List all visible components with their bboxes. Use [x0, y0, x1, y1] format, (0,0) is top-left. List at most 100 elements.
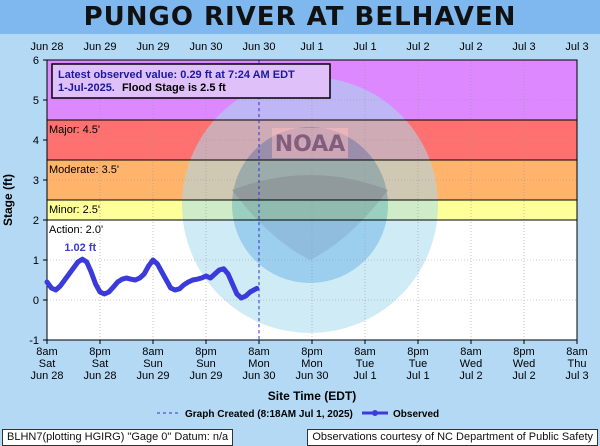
top-tick-3: Jun 30 [189, 41, 222, 53]
series-point-0-25 [155, 261, 160, 267]
band-labels: Major: 4.5' Moderate: 3.5' Minor: 2.5' Acti… [47, 119, 577, 236]
series-point-0-33 [190, 277, 195, 283]
series-point-0-27 [164, 277, 169, 283]
series-point-0-42 [230, 281, 235, 287]
series-point-0-28 [168, 285, 173, 291]
latest-observation-line1: Latest observed value: 0.29 ft at 7:24 A… [58, 69, 295, 81]
bottom-tick-1-1: Sat [92, 358, 109, 370]
latest-observation-line2: 1-Jul-2025. Flood Stage is 2.5 ft [58, 82, 226, 94]
series-point-0-36 [203, 273, 209, 279]
bottom-tick-10-2: Jul 3 [565, 370, 588, 382]
top-tick-9: Jul 3 [512, 41, 535, 53]
band-label-2: Moderate: 3.5' [49, 164, 119, 176]
top-tick-7: Jul 2 [406, 41, 429, 53]
bottom-tick-2-0: 8am [142, 346, 163, 358]
noaa-logo-inner [232, 127, 388, 283]
series-point-0-32 [186, 279, 191, 285]
bottom-tick-9-2: Jul 2 [512, 370, 535, 382]
bottom-tick-5-1: Mon [301, 358, 322, 370]
flood-stage-text: Flood Stage is 2.5 ft [122, 82, 226, 94]
bottom-tick-9-0: 8pm [513, 346, 534, 358]
series-point-0-15 [111, 285, 116, 290]
y-tick-4: 4 [33, 135, 39, 147]
series-point-0-19 [128, 277, 134, 282]
series-point-0-17 [119, 277, 125, 282]
series-point-0-14 [106, 289, 112, 295]
gage-datum-info: BLHN7(plotting HGIRG) "Gage 0" Datum: n/… [2, 429, 234, 446]
noaa-logo-bird [232, 175, 388, 260]
latest-observation-date: 1-Jul-2025. [58, 82, 115, 94]
series-point-0-13 [102, 291, 107, 297]
series-point-0-30 [177, 286, 182, 291]
series-point-0-41 [225, 271, 231, 277]
bottom-tick-7-1: Tue [409, 358, 428, 370]
top-tick-5: Jul 1 [300, 41, 323, 53]
bottom-tick-10-1: Thu [568, 358, 587, 370]
top-tick-10: Jul 3 [565, 41, 588, 53]
series-point-0-10 [88, 269, 94, 275]
bottom-tick-8-0: 8am [460, 346, 481, 358]
bottom-tick-1-2: Jun 28 [83, 370, 116, 382]
peak-value-label: 1.02 ft [64, 242, 96, 254]
series-point-0-31 [181, 282, 187, 287]
series-point-0-11 [93, 281, 98, 287]
series-point-0-12 [97, 289, 103, 295]
series-point-0-21 [137, 275, 142, 281]
series-point-0-2 [53, 287, 59, 293]
bottom-tick-4-1: Mon [248, 358, 269, 370]
bottom-tick-3-0: 8pm [195, 346, 216, 358]
series-point-0-34 [194, 277, 200, 282]
x-axis-label: Site Time (EDT) [268, 389, 356, 403]
y-tick--1: -1 [29, 335, 39, 347]
latest-observation-box: Latest observed value: 0.29 ft at 7:24 A… [51, 63, 331, 99]
noaa-logo-watermark: NOAA [182, 77, 438, 333]
bottom-tick-5-2: Jun 30 [295, 370, 328, 382]
series-point-0-5 [66, 271, 72, 277]
series-point-0-6 [71, 265, 76, 271]
series-point-0-46 [247, 289, 253, 295]
bottom-tick-5-0: 8pm [301, 346, 322, 358]
noaa-logo-wordmark: NOAA [275, 132, 346, 157]
series-point-0-37 [208, 275, 213, 281]
series-point-0-29 [172, 287, 178, 293]
series-point-0-20 [133, 277, 138, 283]
series-point-0-44 [239, 295, 244, 301]
band-label-1: Major: 4.5' [49, 124, 100, 136]
y-tick-3: 3 [33, 175, 39, 187]
series-point-0-39 [217, 267, 222, 273]
series-point-0-3 [58, 283, 63, 289]
series-point-0-35 [199, 275, 204, 281]
series-point-0-38 [212, 271, 218, 277]
top-tick-8: Jul 2 [459, 41, 482, 53]
top-tick-labels: Jun 28 Jun 29 Jun 29 Jun 30 Jun 30 Jul 1 Jul 1… [30, 41, 588, 53]
series-point-0-18 [124, 275, 129, 281]
bottom-tick-7-0: 8pm [407, 346, 428, 358]
series-point-0-16 [115, 279, 120, 285]
legend-created-label: Graph Created (8:18AM Jul 1, 2025) [185, 409, 353, 420]
series-point-0-45 [243, 293, 248, 299]
bottom-tick-2-1: Sun [143, 358, 163, 370]
bottom-tick-1-0: 8pm [89, 346, 110, 358]
series-point-0-1 [49, 285, 54, 291]
series-point-0-4 [62, 277, 67, 283]
bottom-tick-0-0: 8am [36, 346, 57, 358]
series-point-0-8 [80, 257, 85, 262]
noaa-logo-wordmark-bg [272, 128, 348, 158]
observation-credit: Observations courtesy of NC Department o… [307, 429, 598, 446]
series-point-0-26 [159, 269, 165, 275]
legend-observed-marker [372, 410, 378, 416]
top-tick-2: Jun 29 [136, 41, 169, 53]
bottom-tick-6-1: Tue [356, 358, 375, 370]
band-label-3: Minor: 2.5' [49, 204, 100, 216]
bottom-tick-3-1: Sun [196, 358, 216, 370]
y-tick-0: 0 [33, 295, 39, 307]
bottom-tick-8-2: Jul 2 [459, 370, 482, 382]
legend-observed-label: Observed [393, 409, 439, 420]
y-tick-1: 1 [33, 255, 39, 267]
y-axis-label: Stage (ft) [1, 174, 15, 226]
series-point-0-9 [84, 259, 89, 265]
bottom-tick-0-1: Sat [39, 358, 56, 370]
bottom-tick-8-1: Wed [460, 358, 482, 370]
bottom-tick-10-0: 8am [566, 346, 587, 358]
